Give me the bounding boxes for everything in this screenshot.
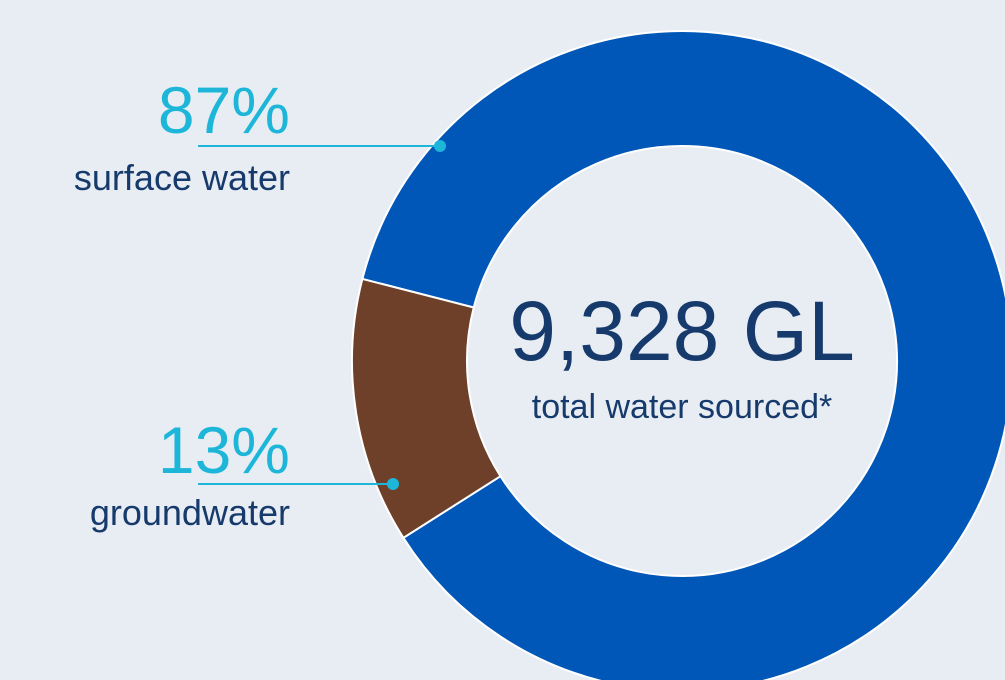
groundwater-leader-dot xyxy=(387,478,399,490)
center-total-value: 9,328 GL xyxy=(509,284,855,378)
donut-slices xyxy=(351,30,1005,680)
surface-water-category-label: surface water xyxy=(74,157,290,198)
groundwater-slice xyxy=(351,277,502,540)
groundwater-percent-label: 13% xyxy=(158,413,290,487)
groundwater-category-label: groundwater xyxy=(90,492,290,533)
surface-water-leader-dot xyxy=(434,140,446,152)
surface-water-percent-label: 87% xyxy=(158,73,290,147)
surface-water-slice xyxy=(361,30,1005,680)
center-total-caption: total water sourced* xyxy=(532,388,833,426)
